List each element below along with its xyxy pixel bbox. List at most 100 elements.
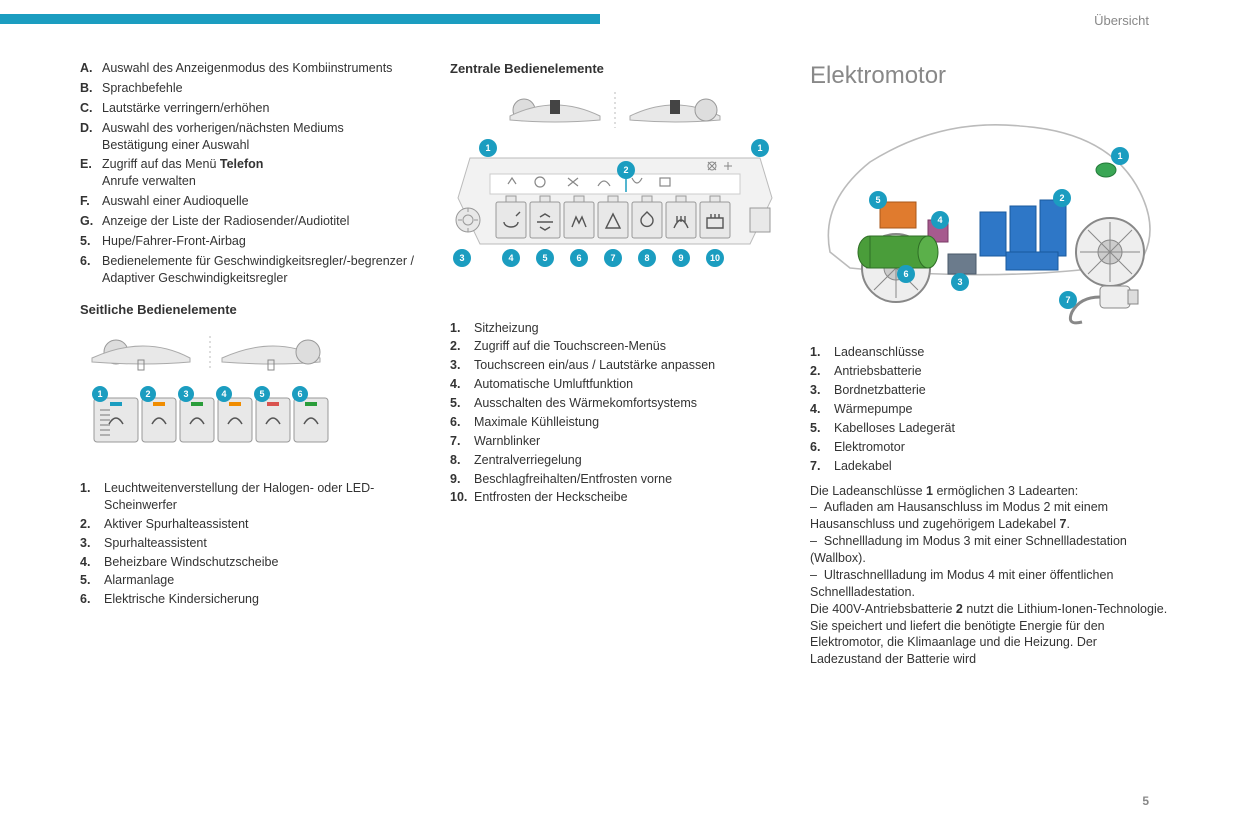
list-item: 7.Ladekabel (810, 458, 1170, 475)
marker: 5. (80, 233, 102, 250)
list-item: B.Sprachbefehle (80, 80, 420, 97)
aux-battery-icon (948, 254, 976, 274)
dashboard-variant-right-icon (630, 99, 720, 122)
marker: 7. (450, 433, 474, 450)
marker: D. (80, 120, 102, 154)
list-item: D.Auswahl des vorherigen/nächsten Medium… (80, 120, 420, 154)
item-text: Ladekabel (834, 458, 1170, 475)
svg-text:1: 1 (485, 143, 490, 153)
item-text: Elektrische Kindersicherung (104, 591, 420, 608)
list-item: 2.Zugriff auf die Touchscreen-Menüs (450, 338, 780, 355)
item-text: Bedienelemente für Geschwindigkeitsregle… (102, 253, 420, 287)
marker: 5. (80, 572, 104, 589)
marker: 5. (450, 395, 474, 412)
list-item: 10.Entfrosten der Heckscheibe (450, 489, 780, 506)
marker: 2. (450, 338, 474, 355)
list-item: F.Auswahl einer Audioquelle (80, 193, 420, 210)
list-item: 3.Bordnetzbatterie (810, 382, 1170, 399)
svg-text:7: 7 (610, 253, 615, 263)
list-item: 4.Automatische Umluftfunktion (450, 376, 780, 393)
marker: 4. (450, 376, 474, 393)
list-item: 6.Bedienelemente für Geschwindigkeitsreg… (80, 253, 420, 287)
list-item: 5.Alarmanlage (80, 572, 420, 589)
marker: C. (80, 100, 102, 117)
list-side-controls: 1.Leuchtweitenverstellung der Halogen- o… (80, 480, 420, 608)
marker: 4. (810, 401, 834, 418)
list-item: 2.Aktiver Spurhalteassistent (80, 516, 420, 533)
item-text: Alarmanlage (104, 572, 420, 589)
svg-text:1: 1 (757, 143, 762, 153)
list-item: 6.Maximale Kühlleistung (450, 414, 780, 431)
marker: 2. (810, 363, 834, 380)
svg-text:1: 1 (97, 389, 102, 399)
heading-elektromotor: Elektromotor (810, 60, 1170, 92)
marker: 6. (80, 253, 102, 287)
diagram-center-controls: 123456789101 (450, 88, 780, 308)
list-item: 5.Kabelloses Ladegerät (810, 420, 1170, 437)
item-text: Ladeanschlüsse (834, 344, 1170, 361)
list-item: 6.Elektromotor (810, 439, 1170, 456)
list-item: 4.Wärmepumpe (810, 401, 1170, 418)
marker: 1. (810, 344, 834, 361)
svg-text:1: 1 (1117, 151, 1122, 161)
marker: E. (80, 156, 102, 190)
list-item: 9.Beschlagfreihalten/Entfrosten vorne (450, 471, 780, 488)
marker: 7. (810, 458, 834, 475)
list-letters: A.Auswahl des Anzeigenmodus des Kombiins… (80, 60, 420, 287)
column-2: Zentrale Bedienelemente (450, 60, 780, 668)
svg-text:10: 10 (710, 253, 720, 263)
svg-text:4: 4 (221, 389, 226, 399)
item-text: Wärmepumpe (834, 401, 1170, 418)
charge-cable-icon (1070, 286, 1138, 323)
wheel-rear-icon (1076, 218, 1144, 286)
item-text: Kabelloses Ladegerät (834, 420, 1170, 437)
list-item: 6.Elektrische Kindersicherung (80, 591, 420, 608)
item-text: Bordnetzbatterie (834, 382, 1170, 399)
marker: 6. (810, 439, 834, 456)
top-accent-bar (0, 14, 600, 24)
svg-text:2: 2 (623, 165, 628, 175)
item-text: Leuchtweitenverstellung der Halogen- ode… (104, 480, 420, 514)
list-item: 3.Spurhalteassistent (80, 535, 420, 552)
item-text: Sitzheizung (474, 320, 780, 337)
sub-heading-side-controls: Seitliche Bedienelemente (80, 301, 420, 319)
item-text: Aktiver Spurhalteassistent (104, 516, 420, 533)
item-text: Zugriff auf das Menü TelefonAnrufe verwa… (102, 156, 420, 190)
page-grid: A.Auswahl des Anzeigenmodus des Kombiins… (80, 60, 1149, 668)
marker: B. (80, 80, 102, 97)
item-text: Warnblinker (474, 433, 780, 450)
item-text: Elektromotor (834, 439, 1170, 456)
item-text: Sprachbefehle (102, 80, 420, 97)
item-text: Zugriff auf die Touchscreen-Menüs (474, 338, 780, 355)
sub-heading-center-controls: Zentrale Bedienelemente (450, 60, 780, 78)
svg-text:8: 8 (644, 253, 649, 263)
list-item: 1.Sitzheizung (450, 320, 780, 337)
item-text: Anzeige der Liste der Radiosender/Audiot… (102, 213, 420, 230)
list-item: 5.Ausschalten des Wärmekomfortsystems (450, 395, 780, 412)
item-text: Auswahl des vorherigen/nächsten Mediums … (102, 120, 420, 154)
item-text: Auswahl einer Audioquelle (102, 193, 420, 210)
svg-text:4: 4 (937, 215, 942, 225)
electric-motor-icon (858, 236, 938, 268)
svg-text:9: 9 (678, 253, 683, 263)
svg-text:3: 3 (459, 253, 464, 263)
item-text: Spurhalteassistent (104, 535, 420, 552)
dashboard-right-icon (222, 340, 320, 370)
traction-battery-icon (980, 200, 1066, 270)
item-text: Auswahl des Anzeigenmodus des Kombiinstr… (102, 60, 420, 77)
list-item: 3.Touchscreen ein/aus / Lautstärke anpas… (450, 357, 780, 374)
item-text: Ausschalten des Wärmekomfortsystems (474, 395, 780, 412)
list-item: A.Auswahl des Anzeigenmodus des Kombiins… (80, 60, 420, 77)
item-text: Touchscreen ein/aus / Lautstärke anpasse… (474, 357, 780, 374)
marker: 5. (810, 420, 834, 437)
dashboard-variant-left-icon (510, 99, 600, 122)
list-item: C.Lautstärke verringern/erhöhen (80, 100, 420, 117)
marker: 1. (450, 320, 474, 337)
list-ev-components: 1.Ladeanschlüsse 2.Antriebsbatterie 3.Bo… (810, 344, 1170, 474)
item-text: Hupe/Fahrer-Front-Airbag (102, 233, 420, 250)
item-text: Automatische Umluftfunktion (474, 376, 780, 393)
list-item: 4.Beheizbare Windschutzscheibe (80, 554, 420, 571)
diagram-side-controls: 123456 (80, 328, 420, 468)
svg-text:3: 3 (957, 277, 962, 287)
item-text: Antriebsbatterie (834, 363, 1170, 380)
